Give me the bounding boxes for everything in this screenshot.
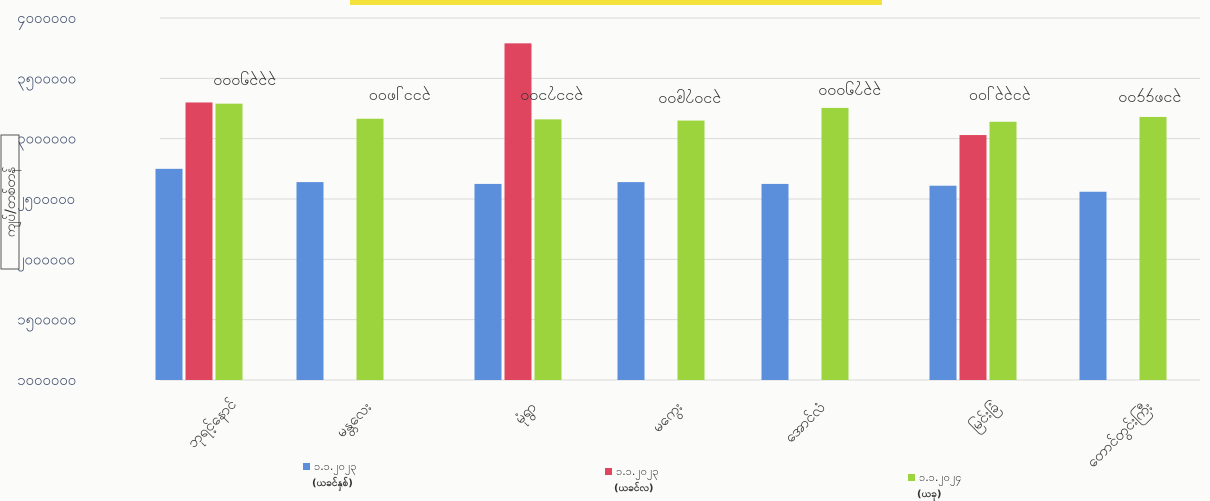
legend-sublabel: (ယခင်နှစ်)	[312, 476, 353, 491]
legend-sublabel: (ယခင်လ)	[614, 481, 653, 494]
legend: ၁.၁.၂၀၂၃(ယခင်နှစ်)၁.၁.၂၀၂၃(ယခင်လ)၁.၁.၂၀၂…	[303, 460, 962, 501]
bar	[989, 121, 1017, 381]
y-tick-label: ၄၀၀၀၀၀၀	[17, 9, 76, 30]
title-highlight	[350, 0, 882, 5]
bar	[761, 183, 789, 380]
bar	[617, 182, 645, 380]
legend-sublabel: (ယခု)	[917, 489, 941, 501]
y-tick-labels: ၁၀၀၀၀၀၀ ၁၅၀၀၀၀၀ ၂၀၀၀၀၀၀ ၂၅၀၀၀၀၀ ၃၀၀၀၀၀၀ ၃၅၀၀၀…	[17, 9, 76, 389]
y-axis-label-text: ကျပ်/တစ်တန်	[3, 167, 21, 238]
bar	[474, 183, 502, 380]
category-label: မုံရွာ	[511, 398, 542, 429]
category-label: ဘုရင့်နောင်	[183, 395, 242, 454]
bar	[1079, 191, 1107, 380]
data-label: ၃၃၇၅၀၀၀	[819, 81, 882, 103]
bar	[215, 103, 243, 380]
y-tick-label: ၁၅၀၀၀၀၀	[17, 311, 76, 332]
data-label: ၃၁၀၇၉၀၀	[659, 89, 722, 111]
data-label: ၃၁၃၃၂၀၀	[969, 86, 1031, 108]
data-label: ၃၁၁၂၈၀၀	[369, 86, 431, 108]
bar	[185, 102, 213, 380]
y-tick-label: ၃၀၀၀၀၀၀	[17, 130, 76, 151]
bar	[929, 185, 957, 380]
bar	[1139, 116, 1167, 381]
y-tick-label: ၁၀၀၀၀၀၀	[17, 371, 76, 389]
category-label: မန္တလေး	[332, 398, 377, 443]
data-label: ၃၃၃၅၀၀၀	[214, 71, 277, 93]
legend-label: ၁.၁.၂၀၂၃	[616, 465, 659, 480]
legend-swatch	[605, 468, 612, 475]
bar	[534, 119, 562, 381]
legend-swatch	[303, 463, 310, 470]
y-tick-label: ၂၀၀၀၀၀၀	[17, 250, 75, 271]
data-label: ၃၁၈၄၄၀၀	[1118, 88, 1181, 110]
category-label: အောင်လံ	[781, 398, 829, 446]
category-label: မြင်းခြံ	[965, 397, 1005, 437]
bar	[959, 135, 987, 380]
bar	[504, 43, 532, 381]
legend-label: ၁.၁.၂၀၂၄	[919, 471, 962, 486]
category-label: မကွေး	[648, 398, 688, 438]
category-label: တောင်တွင်းကြီး	[1082, 397, 1158, 473]
y-axis-label-box	[0, 134, 20, 270]
y-tick-label: ၂၅၀၀၀၀၀	[17, 190, 75, 211]
bar	[356, 118, 384, 381]
bar	[677, 120, 705, 381]
data-label: ၃၁၁၇၁၀၀	[521, 86, 584, 108]
bars	[155, 43, 1167, 381]
y-axis-label: ကျပ်/တစ်တန်	[0, 134, 21, 270]
y-tick-label: ၃၅၀၀၀၀၀	[17, 69, 76, 90]
bar	[821, 107, 849, 380]
legend-label: ၁.၁.၂၀၂၃	[314, 460, 357, 475]
legend-swatch	[908, 474, 915, 481]
bar	[296, 182, 324, 380]
bar	[155, 168, 183, 380]
